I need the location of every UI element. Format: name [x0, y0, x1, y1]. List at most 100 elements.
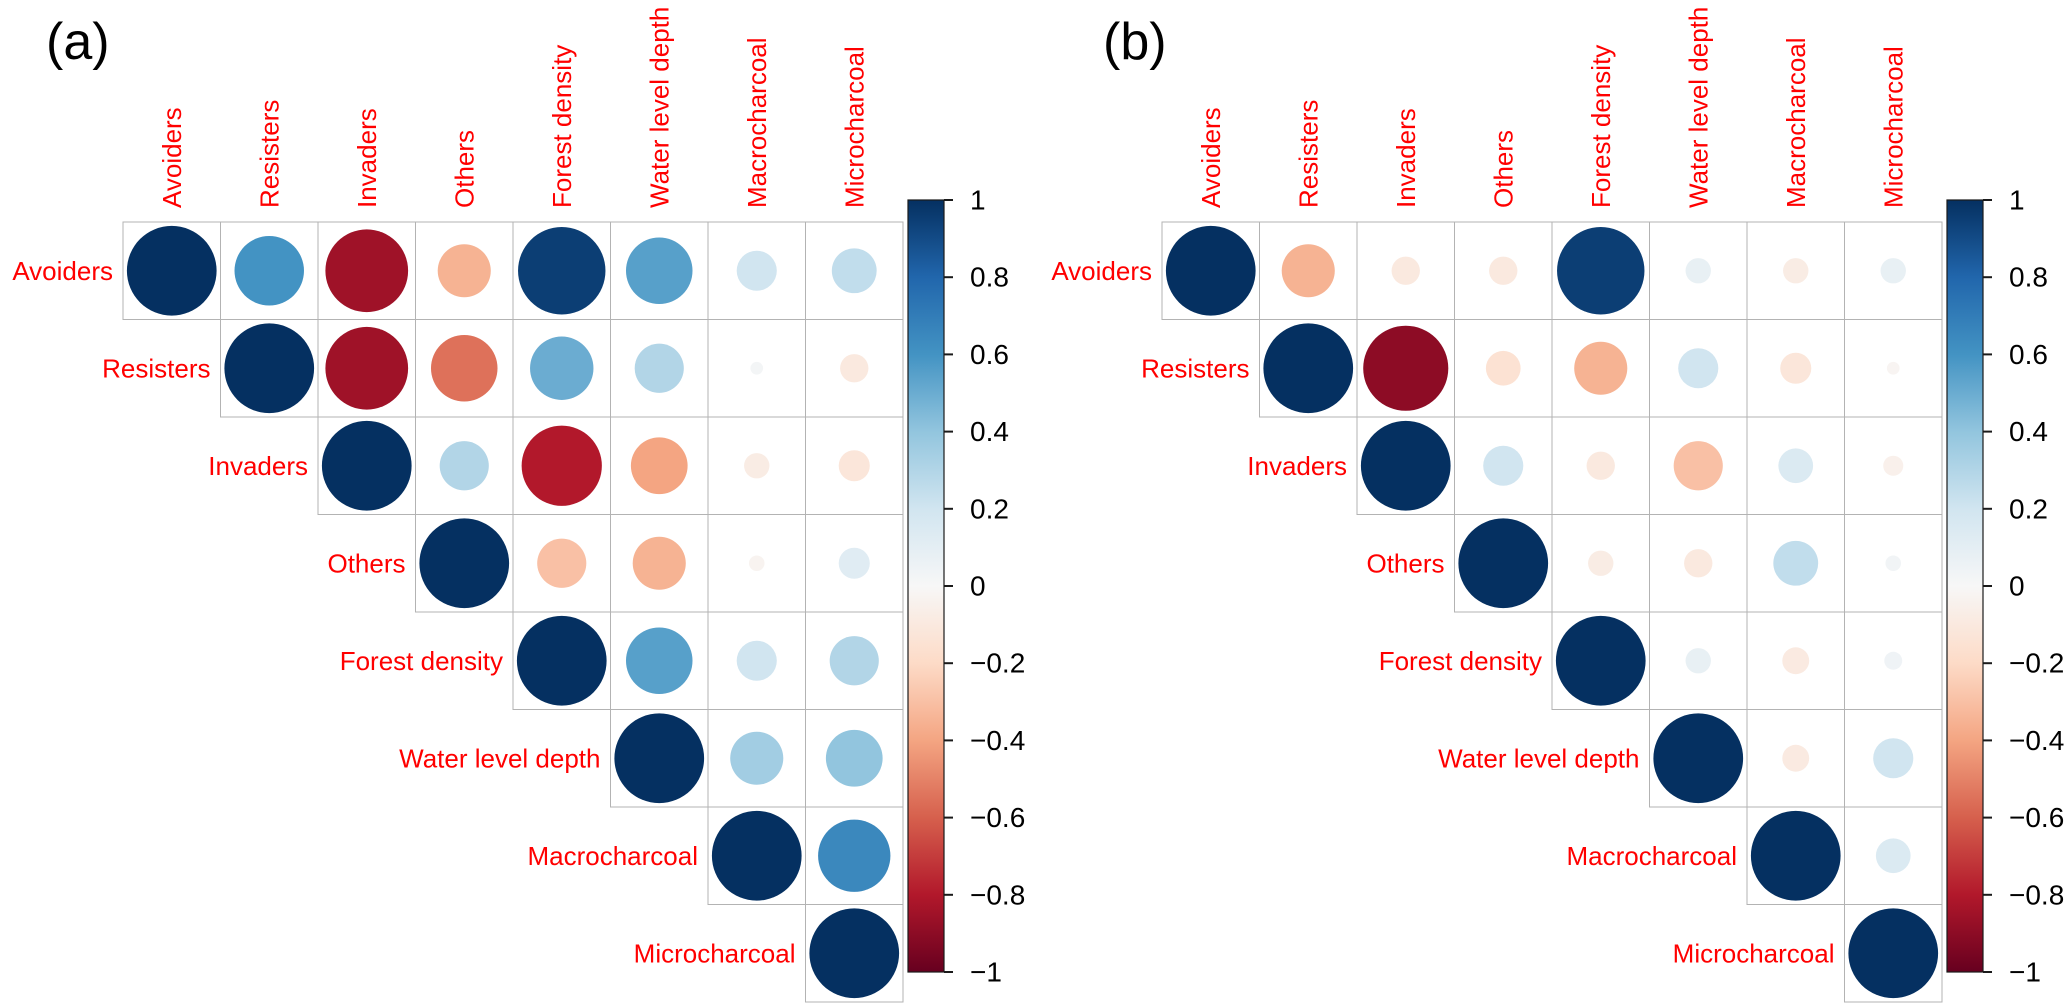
corr-circle [1783, 258, 1809, 284]
corr-circle [1678, 348, 1719, 389]
corr-circle [838, 547, 870, 579]
correlogram-a: Avoiders Resisters Invaders Others Forest de… [12, 7, 1025, 1003]
colorbar-tick-label: 0.2 [970, 493, 1009, 524]
colorbar-tick-label: −0.8 [970, 879, 1025, 910]
row-label: Others [1366, 548, 1444, 578]
colorbar-tick-label: 0.6 [2009, 339, 2048, 370]
colorbar-tick-label: 0.4 [970, 416, 1009, 447]
corr-circle [1875, 838, 1911, 874]
corr-circle [1685, 648, 1711, 674]
corr-circle [1778, 448, 1814, 484]
colorbar-tick-label: 1 [970, 185, 986, 216]
corr-circle [1281, 244, 1335, 298]
col-label: Invaders [1391, 108, 1421, 208]
corr-circle [831, 248, 877, 294]
colorbar-tick-label: −1 [970, 957, 1002, 988]
row-label: Water level depth [399, 743, 600, 773]
colorbar-tick-label: 0.8 [970, 262, 1009, 293]
corr-circle [530, 336, 594, 400]
corr-circle [1673, 441, 1723, 491]
corr-circle [1588, 550, 1614, 576]
row-label: Water level depth [1438, 743, 1639, 773]
colorbar-tick-label: 0.6 [970, 339, 1009, 370]
colorbar [1946, 199, 1984, 973]
row-label: Macrocharcoal [527, 841, 698, 871]
corr-circle [1574, 341, 1628, 395]
corr-circle [1880, 258, 1906, 284]
col-label: Others [449, 130, 479, 208]
corr-circle [1483, 445, 1524, 486]
grid-cell [1746, 709, 1845, 808]
colorbar-tick-label: 0.4 [2009, 416, 2048, 447]
row-label: Avoiders [1051, 256, 1152, 286]
row-label: Others [327, 548, 405, 578]
corr-circle [325, 229, 409, 313]
corr-circle [730, 731, 784, 785]
colorbar-tick-label: 0 [970, 571, 986, 602]
colorbar-tick-label: −0.2 [2009, 648, 2064, 679]
corr-circle [1485, 350, 1521, 386]
corr-circle [625, 627, 693, 695]
colorbar-tick-label: −0.8 [2009, 879, 2064, 910]
corr-circle [1883, 455, 1904, 476]
corr-circle [1684, 549, 1713, 578]
colorbar-tick-label: 0.2 [2009, 493, 2048, 524]
corr-circle [1263, 323, 1354, 414]
panel-b: (b) Avoiders Resisters Invaders Others Fores… [1039, 0, 2067, 1005]
corr-circle [516, 615, 607, 706]
corr-circle [1165, 225, 1256, 316]
col-label: Macrocharcoal [1781, 37, 1811, 208]
row-label: Resisters [1141, 353, 1249, 383]
corr-circle [840, 354, 869, 383]
corr-circle [1360, 420, 1451, 511]
colorbar-tick-label: −0.4 [970, 725, 1025, 756]
corr-circle [1885, 555, 1902, 572]
colorbar-tick-label: −0.6 [2009, 802, 2064, 833]
corr-circle [818, 819, 891, 892]
corr-circle [1557, 227, 1645, 315]
corr-circle [126, 225, 217, 316]
corr-circle [1653, 713, 1744, 804]
row-label: Microcharcoal [634, 938, 796, 968]
corr-circle [1780, 352, 1812, 384]
row-label: Resisters [102, 353, 210, 383]
row-label: Microcharcoal [1673, 938, 1835, 968]
col-label: Resisters [1293, 100, 1323, 208]
col-label: Microcharcoal [1878, 46, 1908, 208]
corr-circle [224, 323, 315, 414]
corr-circle [325, 326, 409, 410]
col-label: Macrocharcoal [742, 37, 772, 208]
corr-circle [1458, 518, 1549, 609]
corr-circle [1391, 256, 1420, 285]
colorbar-tick-label: −0.6 [970, 802, 1025, 833]
corr-circle [1363, 325, 1449, 411]
corr-circle [1489, 256, 1518, 285]
corr-circle [632, 536, 686, 590]
col-label: Microcharcoal [839, 46, 869, 208]
corr-circle [419, 518, 510, 609]
corr-circle [809, 908, 900, 999]
corr-circle [744, 453, 770, 479]
col-label: Forest density [547, 45, 577, 208]
panel-a-tag: (a) [46, 13, 110, 71]
corr-circle [1773, 540, 1819, 586]
col-label: Avoiders [1196, 107, 1226, 208]
col-label: Avoiders [157, 107, 187, 208]
corr-circle [537, 538, 587, 588]
col-label: Invaders [352, 108, 382, 208]
corr-circle [736, 640, 777, 681]
row-label: Forest density [340, 646, 503, 676]
corr-circle [838, 450, 870, 482]
corr-circle [736, 250, 777, 291]
col-label: Water level depth [644, 7, 674, 208]
corr-circle [430, 334, 498, 402]
corr-circle [750, 361, 764, 375]
colorbar-tick-label: −1 [2009, 957, 2041, 988]
corr-circle [1782, 647, 1810, 675]
corr-circle [630, 437, 688, 495]
panel-b-tag: (b) [1103, 13, 1167, 71]
col-label: Others [1488, 130, 1518, 208]
row-label: Invaders [1247, 451, 1347, 481]
corr-circle [1586, 451, 1615, 480]
